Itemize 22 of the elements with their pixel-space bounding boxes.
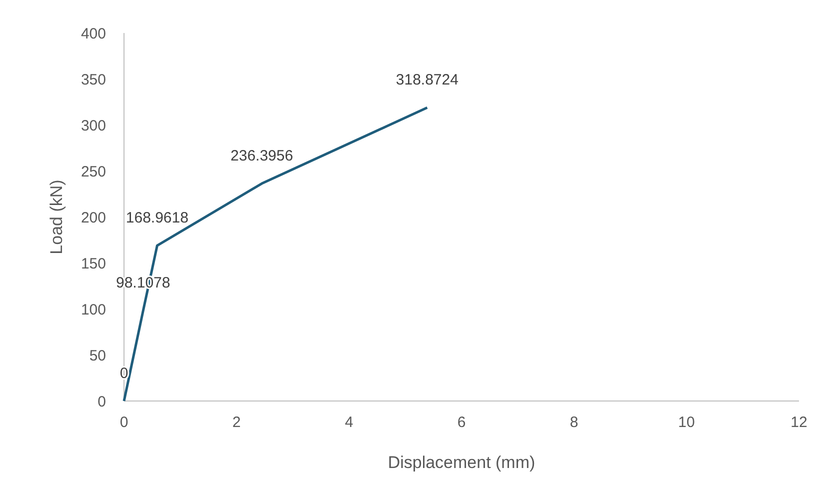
x-tick-label: 10 bbox=[678, 414, 695, 431]
data-label: 236.3956 bbox=[230, 148, 294, 165]
x-tick-label: 6 bbox=[457, 414, 466, 431]
x-tick-label: 2 bbox=[232, 414, 241, 431]
data-label: 318.8724 bbox=[396, 72, 458, 89]
y-tick-label: 200 bbox=[80, 209, 106, 226]
x-tick-label: 8 bbox=[570, 414, 578, 431]
y-tick-label: 350 bbox=[80, 71, 106, 88]
y-axis-title: Load (kN) bbox=[47, 180, 66, 254]
y-tick-label: 100 bbox=[80, 301, 106, 318]
y-tick-label: 150 bbox=[80, 255, 106, 272]
data-label: 168.9618 bbox=[126, 210, 188, 227]
x-tick-label: 4 bbox=[344, 414, 354, 431]
y-tick-label: 0 bbox=[98, 393, 106, 410]
y-tick-label: 250 bbox=[80, 163, 106, 180]
x-axis-title: Displacement (mm) bbox=[388, 453, 536, 472]
y-tick-label: 50 bbox=[89, 347, 106, 364]
x-tick-label: 12 bbox=[790, 414, 808, 431]
y-tick-label: 400 bbox=[80, 25, 106, 42]
x-tick-label: 0 bbox=[120, 414, 128, 431]
y-tick-label: 300 bbox=[80, 117, 106, 134]
data-label: 0 bbox=[120, 365, 128, 382]
